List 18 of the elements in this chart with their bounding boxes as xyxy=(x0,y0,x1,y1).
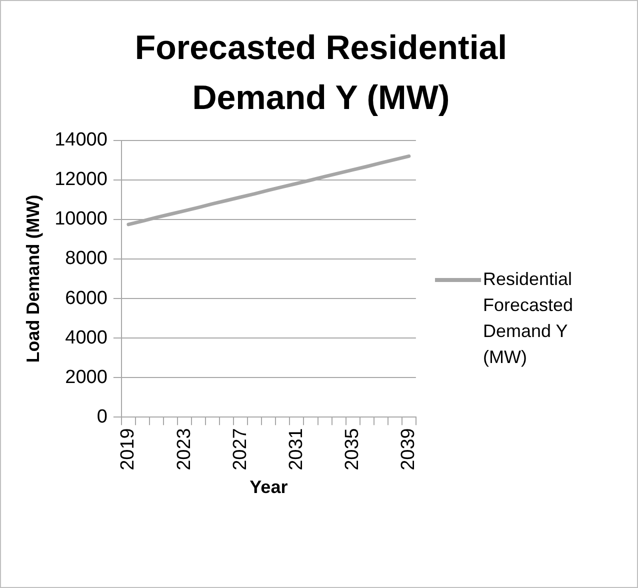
x-tick-label: 2023 xyxy=(174,428,195,470)
x-axis-title: Year xyxy=(250,477,288,498)
chart-title: Forecasted Residential Demand Y (MW) xyxy=(134,28,508,119)
x-tick-label: 2019 xyxy=(118,428,139,470)
y-tick-label: 4000 xyxy=(65,327,108,348)
x-tick-label: 2035 xyxy=(342,428,364,470)
legend-label: Residential Forecasted Demand Y (MW) xyxy=(483,268,574,369)
x-tick-label: 2027 xyxy=(230,428,251,470)
y-tick-label: 14000 xyxy=(54,130,108,151)
y-tick-label: 0 xyxy=(96,406,108,428)
y-tick-label: 2000 xyxy=(65,366,108,388)
y-tick-label: 6000 xyxy=(65,288,108,309)
y-tick-label: 8000 xyxy=(65,248,108,270)
y-tick-label: 12000 xyxy=(54,169,108,190)
y-tick-label: 10000 xyxy=(54,208,108,230)
x-tick-label: 2039 xyxy=(398,428,420,470)
y-axis-title: Load Demand (MW) xyxy=(22,194,43,363)
x-tick-label: 2031 xyxy=(286,428,307,470)
